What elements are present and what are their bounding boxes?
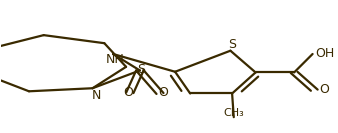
Text: O: O (319, 83, 329, 96)
Text: S: S (138, 63, 146, 76)
Text: CH₃: CH₃ (223, 108, 244, 118)
Text: O: O (123, 86, 133, 99)
Text: S: S (228, 38, 236, 51)
Text: N: N (92, 89, 102, 102)
Text: OH: OH (316, 47, 335, 60)
Text: NH: NH (105, 53, 124, 66)
Text: O: O (159, 86, 168, 99)
